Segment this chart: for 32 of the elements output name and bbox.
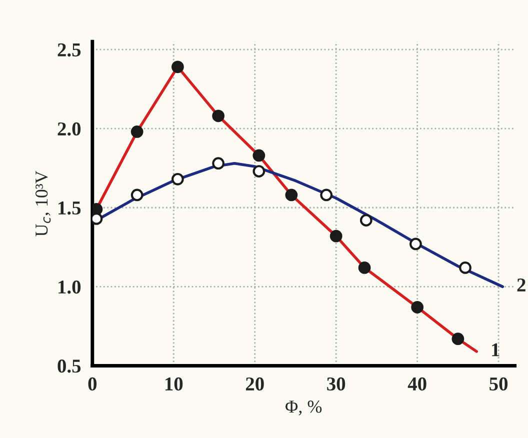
point [330, 230, 342, 242]
point [459, 262, 472, 274]
point [252, 165, 266, 178]
point [212, 110, 225, 122]
point [212, 157, 225, 170]
point [285, 188, 298, 202]
point [320, 188, 333, 202]
point [171, 172, 184, 186]
series-label: 2 [517, 278, 526, 292]
y-tick-label: 0.5 [58, 360, 81, 373]
x-tick-label: 30 [327, 377, 346, 391]
point [360, 214, 372, 226]
series-label: 1 [492, 343, 500, 356]
x-tick-label: 20 [246, 377, 264, 391]
x-tick-label: 10 [165, 377, 183, 391]
point [171, 60, 184, 74]
y-tick-label: 1.5 [58, 202, 81, 215]
y-axis-title: U$_{c}$, 10³V [35, 170, 51, 236]
x-axis-title: Φ, % [286, 400, 322, 416]
point [410, 238, 422, 250]
point [130, 188, 144, 202]
point [130, 126, 144, 138]
y-tick-label: 2.5 [58, 43, 81, 57]
y-tick-label: 1.0 [58, 280, 81, 294]
x-tick-label: 50 [490, 377, 508, 391]
x-tick-label: 0 [88, 377, 97, 391]
point [411, 301, 424, 314]
point [252, 149, 266, 162]
y-tick-label: 2.0 [58, 122, 81, 136]
point [358, 262, 371, 274]
point [452, 332, 464, 346]
x-tick-label: 40 [408, 377, 426, 391]
